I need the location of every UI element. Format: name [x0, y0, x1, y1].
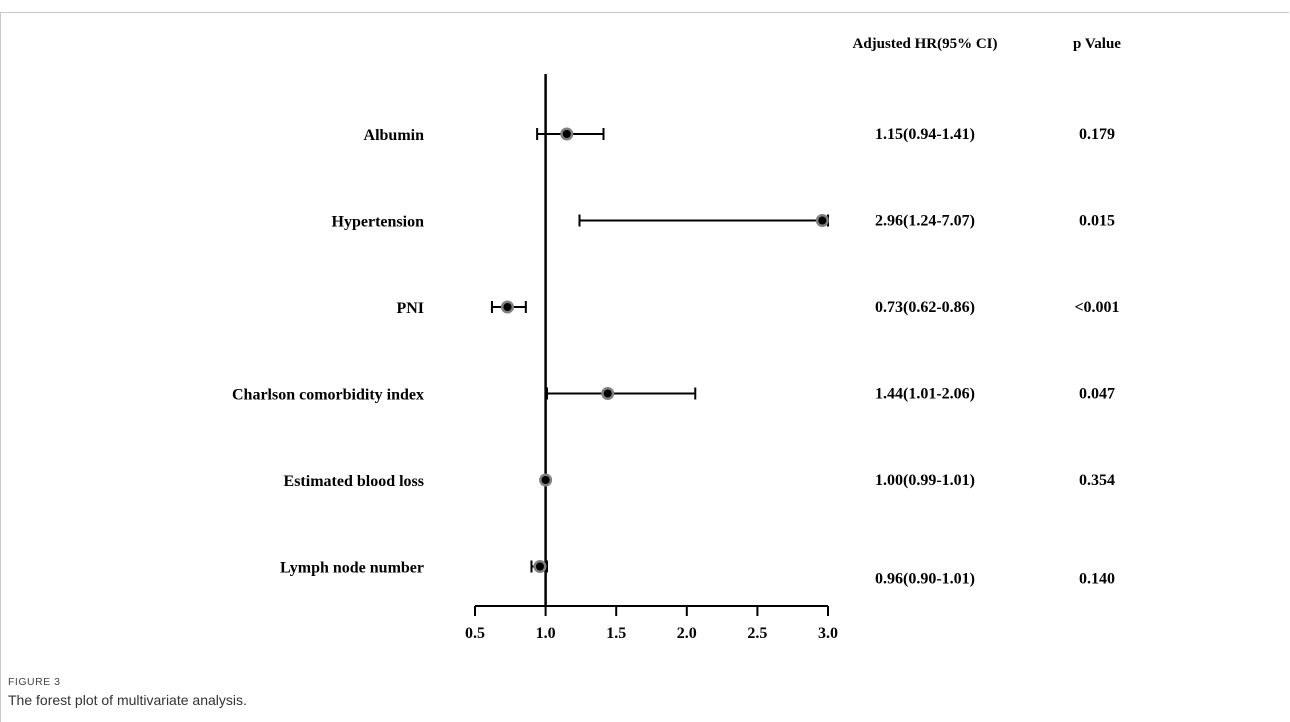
hr-value: 1.15(0.94-1.41)	[875, 126, 975, 143]
row-label: Albumin	[364, 127, 425, 144]
figure-frame	[0, 12, 1289, 722]
p-value: 0.179	[1079, 126, 1115, 143]
row-label: Lymph node number	[280, 560, 424, 577]
hr-point	[535, 562, 544, 571]
row-label: Hypertension	[332, 214, 425, 231]
x-tick-label: 2.5	[747, 625, 767, 642]
x-tick-label: 3.0	[818, 625, 838, 642]
hr-point	[603, 389, 612, 398]
row-label: PNI	[396, 300, 424, 317]
x-tick-label: 1.0	[536, 625, 556, 642]
hr-value: 0.73(0.62-0.86)	[875, 299, 975, 316]
hr-point	[562, 130, 571, 138]
hr-point	[503, 303, 512, 311]
hr-column-header: Adjusted HR(95% CI)	[852, 36, 997, 52]
figure-caption-text: The forest plot of multivariate analysis…	[8, 692, 247, 708]
p-column-header: p Value	[1073, 36, 1121, 52]
x-tick-label: 0.5	[465, 625, 485, 642]
row-label: Charlson comorbidity index	[232, 387, 424, 404]
p-value: <0.001	[1074, 299, 1119, 316]
figure-label: FIGURE 3	[8, 676, 61, 688]
p-value: 0.047	[1079, 386, 1115, 403]
x-tick-label: 1.5	[606, 625, 626, 642]
p-value: 0.015	[1079, 213, 1115, 230]
x-tick-label: 2.0	[677, 625, 697, 642]
hr-value: 1.44(1.01-2.06)	[875, 386, 975, 403]
hr-point	[541, 476, 550, 484]
hr-value: 2.96(1.24-7.07)	[875, 213, 975, 230]
hr-point	[818, 216, 827, 225]
figure-caption: FIGURE 3 The forest plot of multivariate…	[8, 676, 247, 708]
p-value: 0.140	[1079, 571, 1115, 588]
hr-value: 1.00(0.99-1.01)	[875, 472, 975, 489]
row-label: Estimated blood loss	[284, 473, 424, 490]
hr-value: 0.96(0.90-1.01)	[875, 571, 975, 588]
p-value: 0.354	[1079, 472, 1115, 489]
